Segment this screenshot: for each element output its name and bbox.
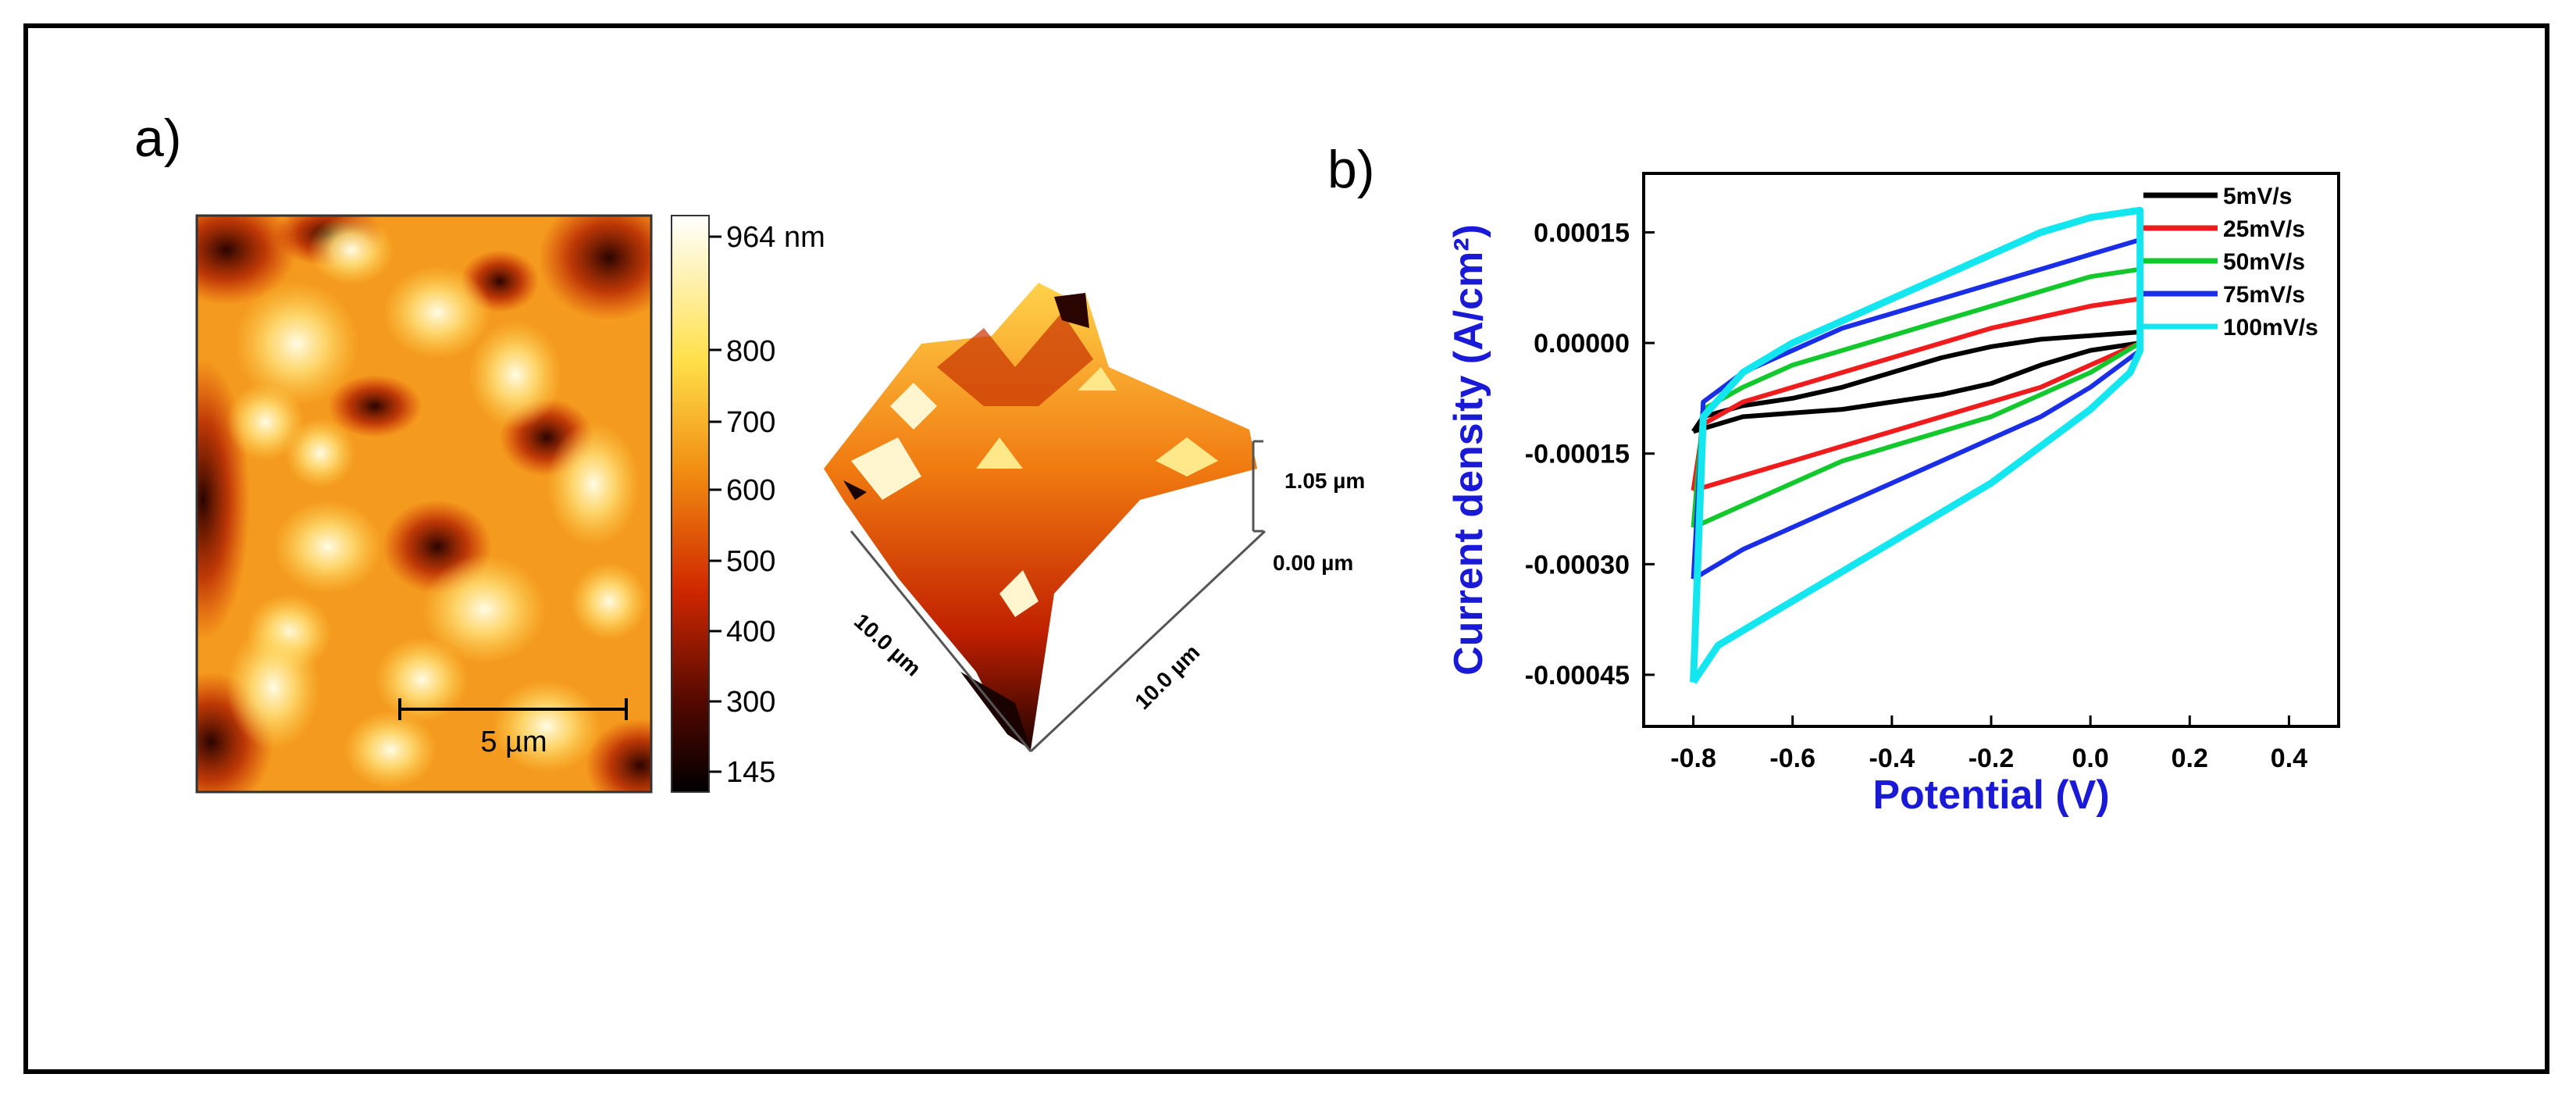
y-tick-label: 0.00000	[1534, 329, 1630, 359]
legend-label: 100mV/s	[2223, 315, 2318, 341]
legend-label: 75mV/s	[2223, 282, 2305, 308]
panel-a-label: a)	[134, 109, 182, 168]
colorbar-tick-label: 145	[726, 756, 775, 789]
y-tick-label: -0.00030	[1525, 550, 1630, 580]
colorbar-tick-label: 600	[726, 474, 775, 507]
y-tick-label: 0.00015	[1534, 219, 1630, 248]
x-tick-label: 0.2	[2172, 744, 2208, 773]
y-tick-label: -0.00015	[1525, 440, 1630, 469]
afm-3d-surface	[824, 283, 1267, 753]
colorbar-tick-label: 500	[726, 545, 775, 578]
afm-height-map	[197, 216, 651, 792]
colorbar-tick-label: 400	[726, 615, 775, 648]
y-tick-label: -0.00045	[1525, 661, 1630, 690]
legend-label: 25mV/s	[2223, 216, 2305, 242]
y-axis-title: Current density (A/cm²)	[1446, 224, 1491, 676]
colorbar-ticks	[709, 235, 721, 773]
surface-z-bottom-label: 0.00 µm	[1273, 551, 1353, 575]
x-axis-title: Potential (V)	[1872, 772, 2109, 818]
plot-area	[1642, 172, 2340, 728]
series-100mv-s	[1690, 206, 2144, 684]
colorbar-tick-label: 800	[726, 335, 775, 368]
surface-z-top-label: 1.05 µm	[1284, 469, 1365, 493]
colorbar-tick-label: 300	[726, 686, 775, 719]
x-tick-label: -0.2	[1969, 744, 2015, 773]
colorbar	[671, 215, 710, 793]
legend-label: 5mV/s	[2223, 184, 2292, 209]
x-tick-label: -0.4	[1869, 744, 1915, 773]
legend-label: 50mV/s	[2223, 249, 2305, 275]
x-tick-label: 0.0	[2072, 744, 2109, 773]
x-tick-label: -0.6	[1769, 744, 1815, 773]
scale-bar-label: 5 µm	[480, 726, 547, 758]
scale-bar	[398, 698, 628, 720]
x-tick-label: 0.4	[2271, 744, 2307, 773]
figure-frame	[23, 23, 2549, 1074]
colorbar-max-label: 964 nm	[726, 221, 825, 254]
colorbar-tick-label: 700	[726, 406, 775, 439]
x-tick-label: -0.8	[1670, 744, 1716, 773]
panel-b-label: b)	[1327, 140, 1375, 199]
